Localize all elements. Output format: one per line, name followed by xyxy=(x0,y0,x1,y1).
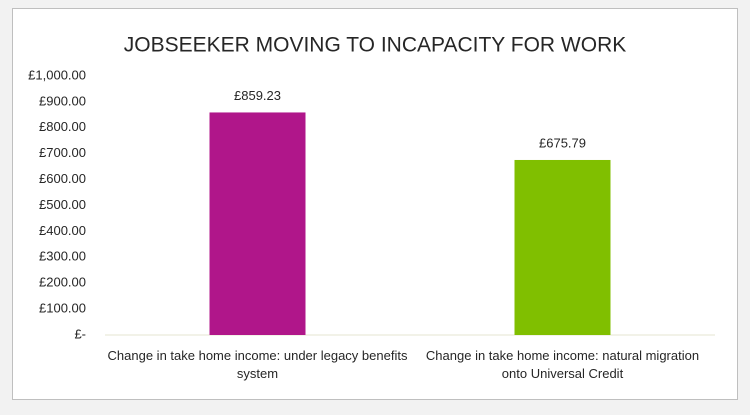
y-tick-label: £800.00 xyxy=(39,119,86,134)
chart-title: JOBSEEKER MOVING TO INCAPACITY FOR WORK xyxy=(124,34,627,57)
y-tick-label: £300.00 xyxy=(39,249,86,264)
value-label: £859.23 xyxy=(234,88,281,103)
y-tick-label: £500.00 xyxy=(39,197,86,212)
y-tick-label: £400.00 xyxy=(39,223,86,238)
y-tick-label: £100.00 xyxy=(39,301,86,316)
y-tick-label: £900.00 xyxy=(39,93,86,108)
y-tick-label: £600.00 xyxy=(39,171,86,186)
y-tick-label: £- xyxy=(74,326,86,341)
x-tick-label: Change in take home income: under legacy… xyxy=(107,348,408,381)
x-tick-label: Change in take home income: natural migr… xyxy=(425,348,700,381)
y-tick-label: £700.00 xyxy=(39,145,86,160)
y-tick-label: £1,000.00 xyxy=(28,67,86,82)
bar xyxy=(514,159,611,335)
bar xyxy=(209,112,306,335)
value-label: £675.79 xyxy=(539,135,586,150)
y-tick-label: £200.00 xyxy=(39,275,86,290)
